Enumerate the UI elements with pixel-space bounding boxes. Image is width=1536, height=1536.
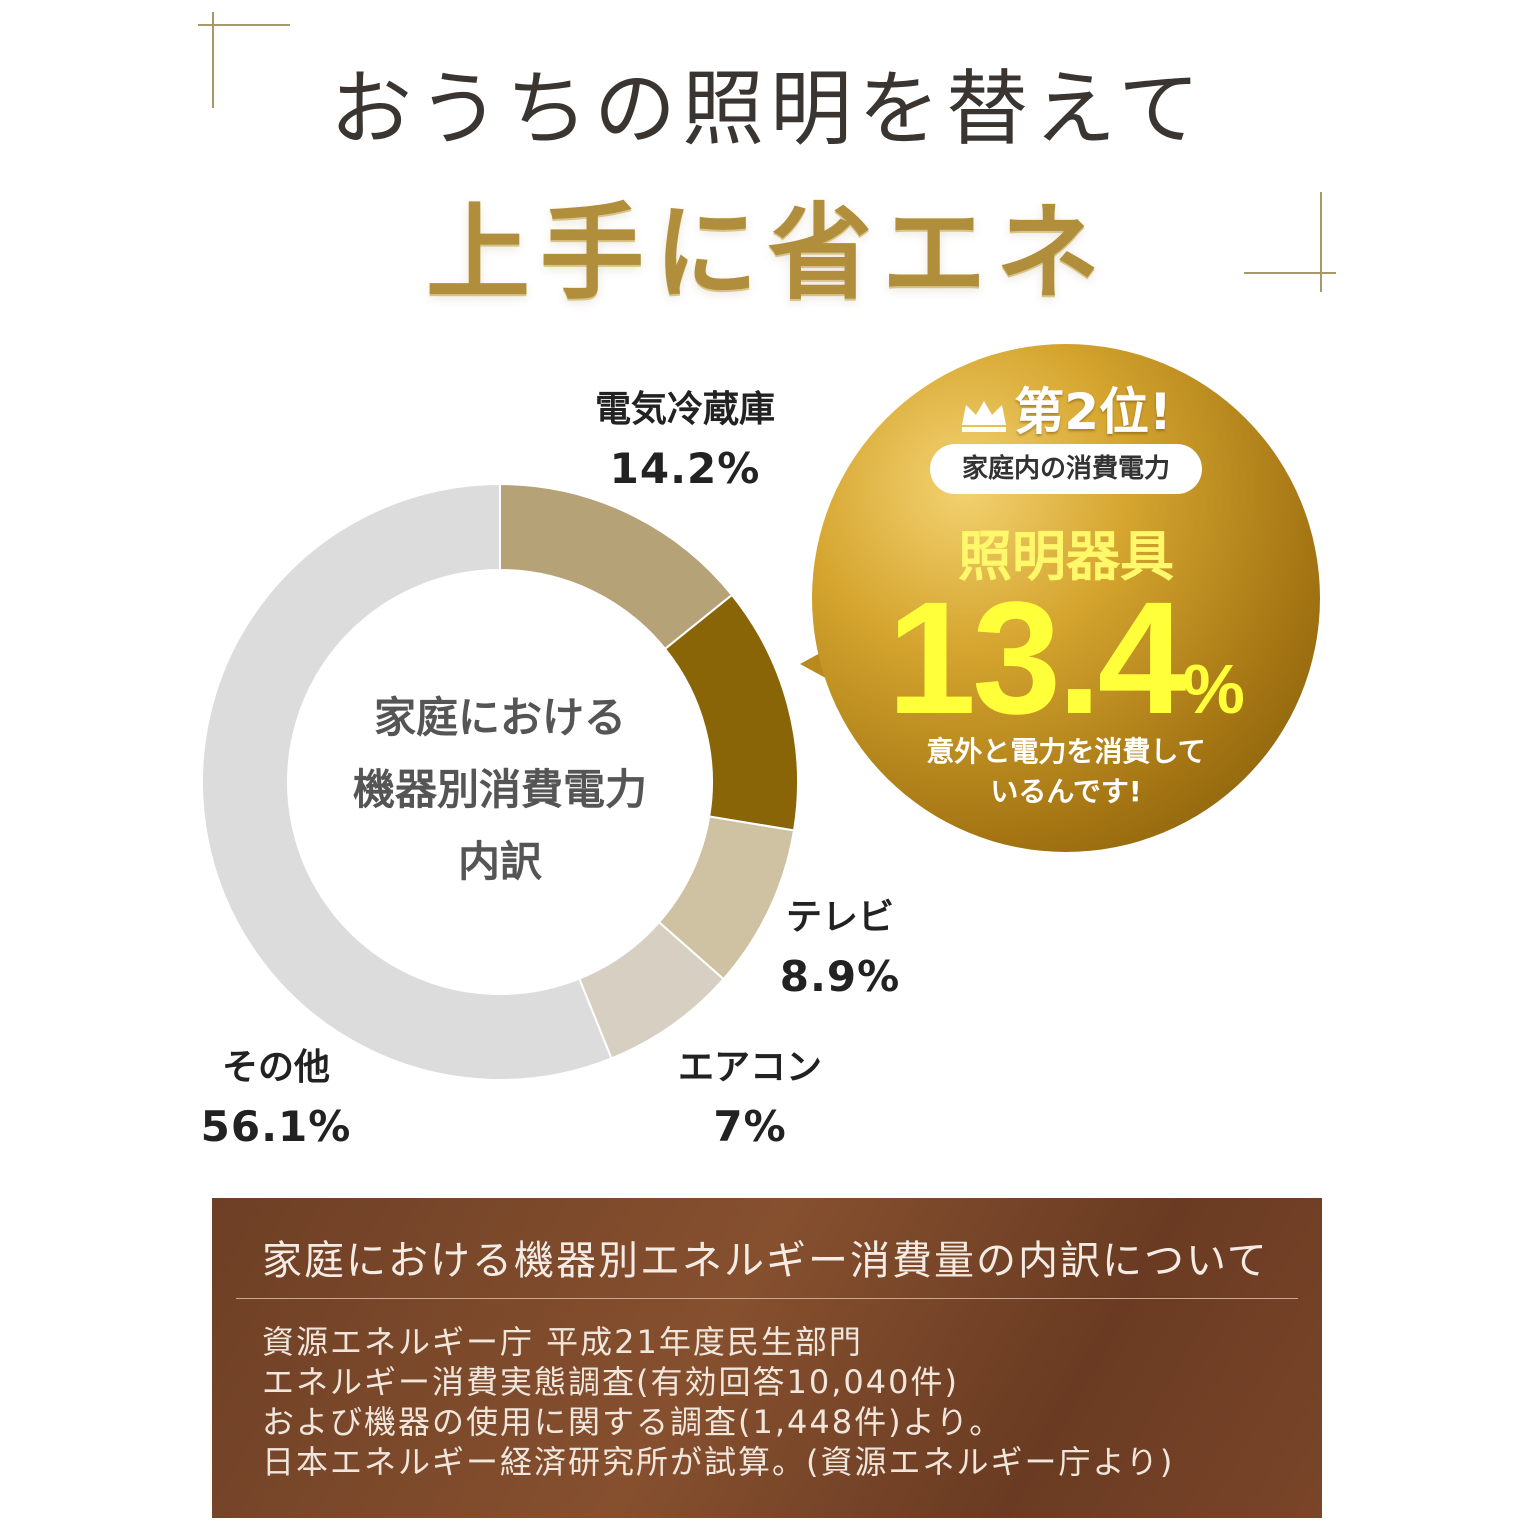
label-other-value: 56.1% [200,1102,352,1151]
label-refrigerator-value: 14.2% [609,444,761,493]
corner-line-right-h [1244,272,1336,274]
source-box-divider [236,1298,1298,1299]
donut-center-title: 家庭における 機器別消費電力 内訳 [300,682,700,898]
label-refrigerator: 電気冷蔵庫 14.2% [560,380,810,493]
label-aircon-value: 7% [713,1102,787,1151]
label-other-name: その他 [221,1047,330,1088]
source-line-2: エネルギー消費実態調査(有効回答10,040件) [262,1363,959,1401]
callout-note: 意外と電力を消費して いるんです! [812,732,1320,812]
callout-pill: 家庭内の消費電力 [930,444,1202,494]
crown-icon [960,387,1008,445]
callout-note-line-2: いるんです! [990,775,1142,808]
corner-line-top-left-v [212,12,214,108]
corner-line-top-left-h [198,24,290,26]
headline-line1: おうちの照明を替えて [330,62,1206,157]
callout-bubble [812,344,1320,852]
source-line-1: 資源エネルギー庁 平成21年度民生部門 [262,1323,863,1361]
donut-center-line-2: 機器別消費電力 [352,765,647,814]
source-line-3: および機器の使用に関する調査(1,448件)より。 [262,1403,1004,1441]
callout-percent: 13.4% [812,566,1320,750]
callout-percent-unit: % [1182,650,1245,728]
label-tv-name: テレビ [785,897,894,938]
label-refrigerator-name: 電気冷蔵庫 [594,389,775,430]
headline-line2: 上手に省エネ [425,191,1110,314]
callout-note-line-1: 意外と電力を消費して [926,735,1206,768]
label-other: その他 56.1% [196,1038,356,1151]
donut-center-line-1: 家庭における [373,693,626,742]
callout-percent-value: 13.4 [887,568,1186,747]
label-aircon-name: エアコン [677,1047,822,1088]
source-box-body: 資源エネルギー庁 平成21年度民生部門 エネルギー消費実態調査(有効回答10,0… [262,1322,1174,1482]
source-line-4: 日本エネルギー経済研究所が試算。(資源エネルギー庁より) [262,1443,1175,1481]
callout-rank-text: 第2位! [1014,383,1172,441]
source-box-title: 家庭における機器別エネルギー消費量の内訳について [262,1238,1269,1284]
source-box: 家庭における機器別エネルギー消費量の内訳について 資源エネルギー庁 平成21年度… [212,1198,1322,1518]
label-tv-value: 8.9% [779,952,901,1001]
callout-item: 照明器具 [958,525,1174,588]
label-aircon: エアコン 7% [660,1038,840,1151]
donut-slice-4 [201,482,613,1081]
donut-center-line-3: 内訳 [457,837,542,886]
callout-rank: 第2位! [812,372,1320,445]
label-tv: テレビ 8.9% [770,888,910,1001]
corner-line-right-v [1320,192,1322,292]
